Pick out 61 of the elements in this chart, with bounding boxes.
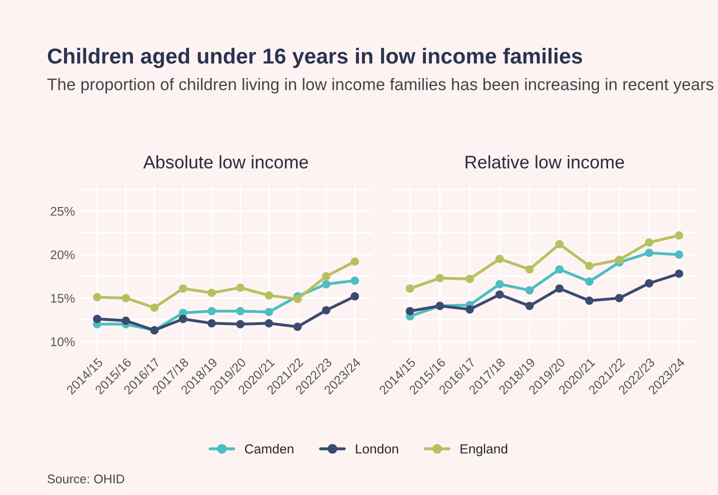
point [466, 274, 474, 284]
point [93, 293, 102, 302]
point [350, 276, 359, 285]
point [264, 291, 274, 300]
point [350, 257, 359, 266]
point [322, 280, 330, 288]
point [178, 314, 188, 324]
text: The proportion of children living in low income families has been increasing in recent years [47, 78, 714, 94]
y-tick-label: 25% [50, 206, 75, 216]
point [525, 265, 534, 274]
point [406, 284, 414, 293]
legend-label: England [460, 444, 508, 456]
point [208, 319, 216, 328]
point [674, 250, 684, 259]
point [264, 319, 274, 328]
point [555, 265, 564, 274]
legend-label: Camden [244, 444, 294, 454]
point [674, 231, 684, 240]
point [236, 283, 244, 292]
point [466, 305, 474, 314]
point [585, 296, 594, 305]
point [585, 262, 594, 270]
legend-label: London [356, 444, 398, 454]
source-note: Source: OHID [48, 474, 124, 484]
point [350, 292, 359, 300]
y-tick-label: 10% [51, 337, 75, 346]
chart-title: Relative low income [466, 155, 624, 169]
point [293, 322, 302, 331]
chart-title: Absolute low income [143, 155, 308, 169]
point [150, 303, 159, 312]
point [495, 254, 504, 264]
point [615, 256, 624, 264]
point [236, 320, 244, 328]
y-tick-label: 15% [51, 294, 75, 303]
text: Children aged under 16 years in low income families [48, 48, 582, 68]
point [585, 277, 594, 286]
y-tick-label: 20% [50, 250, 75, 260]
point [322, 272, 330, 280]
point [264, 308, 274, 316]
point [178, 284, 188, 293]
point [555, 284, 564, 293]
point [495, 290, 504, 299]
point [615, 294, 624, 302]
point [525, 286, 534, 294]
point [525, 302, 534, 310]
point [555, 240, 564, 248]
point [322, 306, 330, 314]
point [293, 294, 302, 304]
point [93, 314, 102, 324]
point [436, 274, 444, 282]
point [644, 279, 654, 288]
point [122, 316, 130, 325]
point [406, 306, 414, 316]
point [122, 294, 130, 302]
point [208, 306, 216, 316]
point [495, 280, 504, 288]
point [674, 270, 684, 278]
point [236, 306, 244, 316]
point [208, 288, 216, 298]
point [644, 238, 654, 247]
point [644, 248, 654, 258]
